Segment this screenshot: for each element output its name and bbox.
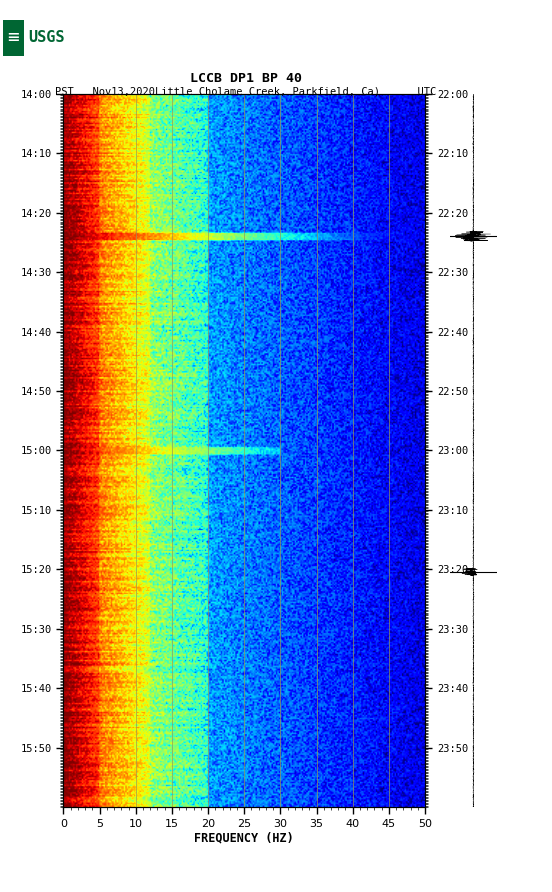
X-axis label: FREQUENCY (HZ): FREQUENCY (HZ) [194, 832, 294, 845]
FancyBboxPatch shape [3, 20, 24, 56]
Text: LCCB DP1 BP 40: LCCB DP1 BP 40 [190, 72, 301, 85]
Text: PST   Nov13,2020Little Cholame Creek, Parkfield, Ca)      UTC: PST Nov13,2020Little Cholame Creek, Park… [55, 87, 436, 97]
Text: ≡: ≡ [8, 29, 19, 47]
Text: USGS: USGS [28, 30, 65, 45]
